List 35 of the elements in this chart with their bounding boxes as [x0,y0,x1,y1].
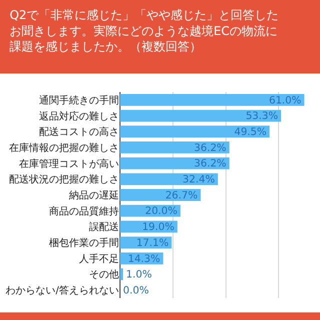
data-label: 49.5% [234,127,267,138]
y-tick-label: その他 [89,268,119,281]
data-label: 36.2% [194,142,227,154]
bar [120,126,270,138]
bar [120,142,230,154]
data-label: 61.0% [268,95,302,106]
data-label: 36.2% [194,158,227,170]
data-label: 0.0% [123,285,150,296]
data-label: 17.1% [136,238,169,249]
y-tick-label: 人手不足 [79,252,119,265]
data-label: 53.3% [246,111,278,122]
bar [120,189,201,201]
y-tick-label: 返品対応の難しさ [39,110,119,122]
data-label: 32.4% [182,174,216,186]
bar [120,94,304,106]
y-tick-label: 配送状況の把握の難しさ [9,174,119,186]
data-label: 26.7% [165,190,198,202]
y-tick-label: 在庫管理コストが高い [19,158,119,170]
y-tick-label: 商品の品質維持 [49,205,119,218]
data-label: 20.0% [145,206,178,218]
bar [120,173,218,186]
y-tick-label: 誤配送 [89,221,119,234]
bar [120,110,282,122]
y-tick-label: 配送コストの高さ [39,126,119,138]
bar [120,268,124,280]
y-tick-label: 在庫情報の把握の難しさ [9,142,119,154]
bar [120,157,230,170]
y-tick-label: 納品の遅延 [69,190,119,202]
data-label: 19.0% [142,222,175,234]
data-label: 1.0% [126,270,152,281]
data-label: 14.3% [128,254,161,265]
chart-title: Q2で「非常に感じた」「やや感じた」と回答したお聞きします。実際にどのような越境ECの物流に課題を感じましたか。（複数回答） [10,8,279,54]
y-tick-label: 通関手続きの手間 [39,94,119,106]
y-tick-label: 梱包作業の手間 [49,237,119,250]
y-tick-label: わからない/答えられない [6,284,119,297]
